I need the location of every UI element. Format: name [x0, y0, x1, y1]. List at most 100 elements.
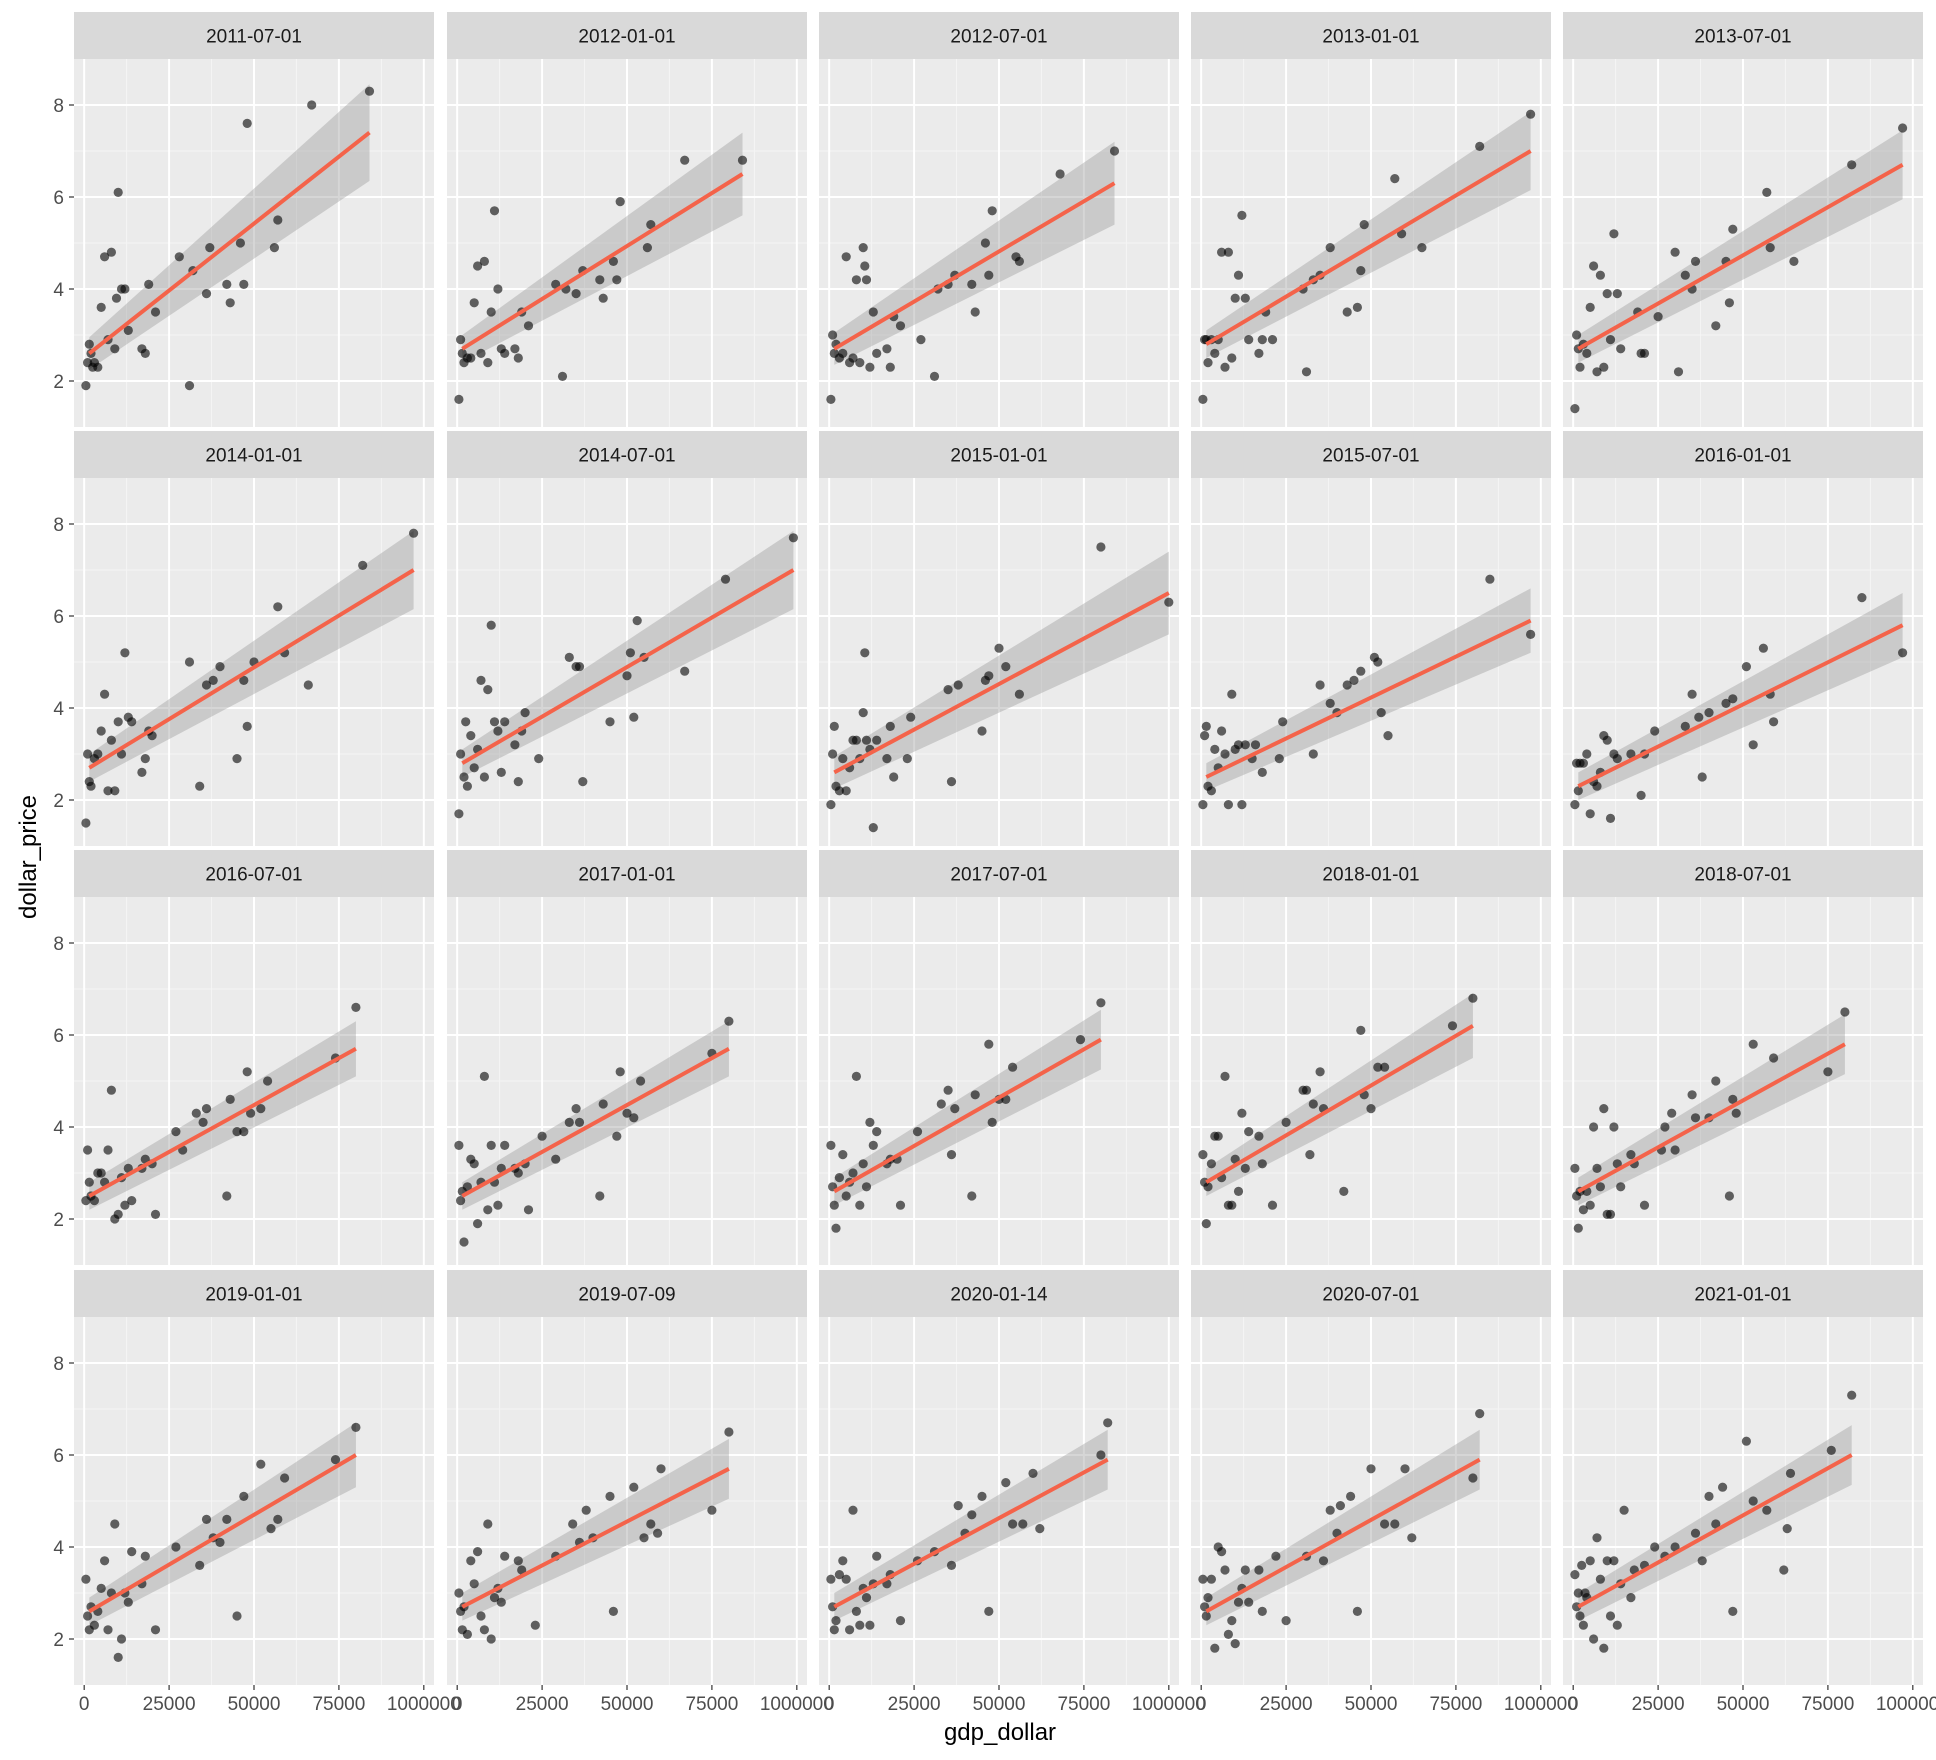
data-point: [1612, 1620, 1622, 1630]
data-point: [1573, 1223, 1583, 1233]
data-point: [1468, 1473, 1478, 1483]
data-point: [513, 777, 523, 787]
data-point: [273, 602, 283, 612]
data-point: [225, 1094, 235, 1104]
data-point: [1237, 800, 1247, 810]
data-point: [201, 289, 212, 299]
x-tick-label: 50000: [228, 1694, 281, 1715]
data-point: [1325, 243, 1335, 253]
data-point: [242, 118, 252, 128]
data-point: [1240, 740, 1250, 750]
data-point: [1898, 648, 1908, 658]
data-point: [1582, 348, 1592, 358]
data-point: [1237, 1108, 1247, 1118]
data-point: [720, 574, 731, 584]
data-point: [232, 1127, 242, 1137]
data-point: [127, 1196, 137, 1206]
facet-strip: [1191, 850, 1551, 897]
data-point: [1206, 1574, 1216, 1584]
data-point: [93, 362, 103, 372]
data-point: [1281, 1117, 1291, 1127]
facet-panel: 2016-01-01: [1563, 431, 1923, 846]
data-point: [1578, 1205, 1588, 1215]
data-point: [1599, 362, 1609, 372]
data-point: [496, 1163, 506, 1173]
data-point: [195, 1560, 205, 1570]
data-point: [84, 339, 94, 349]
data-point: [1592, 1163, 1602, 1173]
facet-title: 2015-07-01: [1322, 446, 1419, 467]
data-point: [1779, 1565, 1789, 1575]
data-point: [1721, 698, 1731, 709]
facet-strip: [74, 12, 434, 59]
data-point: [967, 1510, 977, 1520]
data-point: [476, 675, 486, 686]
data-point: [1589, 1122, 1599, 1132]
data-point: [608, 1606, 619, 1616]
data-point: [943, 685, 953, 695]
data-point: [1718, 1482, 1728, 1492]
data-point: [486, 1140, 496, 1150]
data-point: [653, 1528, 663, 1538]
y-tick-label: 6: [53, 1026, 64, 1047]
data-point: [851, 275, 862, 285]
data-point: [848, 353, 858, 363]
data-point: [1325, 698, 1335, 709]
data-point: [1254, 1131, 1264, 1141]
data-point: [1616, 1182, 1626, 1192]
facet-panel: 2021-01-01 0 25000 50000 75000 1000000: [1563, 1270, 1936, 1715]
facet-panel: 2015-01-01: [819, 431, 1179, 846]
data-point: [1001, 662, 1011, 672]
regression-line: [461, 568, 795, 765]
data-point: [1602, 289, 1612, 299]
data-point: [1203, 1593, 1213, 1603]
data-point: [858, 708, 868, 718]
data-point: [1728, 694, 1738, 704]
data-point: [882, 754, 892, 764]
data-point: [1254, 1565, 1264, 1575]
x-tick-label: 25000: [516, 1694, 569, 1715]
data-point: [1570, 800, 1580, 810]
data-point: [865, 1117, 875, 1127]
data-point: [1769, 1053, 1779, 1063]
data-point: [86, 781, 96, 791]
facet-panel: 2017-07-01: [819, 850, 1179, 1265]
facet-strip: [819, 12, 1179, 59]
y-tick-label: 6: [53, 188, 64, 209]
data-point: [184, 657, 195, 667]
data-point: [171, 1127, 181, 1137]
data-point: [1570, 1163, 1580, 1173]
data-point: [936, 1099, 946, 1109]
data-point: [1570, 404, 1580, 414]
data-point: [1605, 1209, 1616, 1219]
data-point: [489, 206, 500, 216]
x-tick-label: 75000: [685, 1694, 738, 1715]
data-point: [838, 754, 848, 764]
data-point: [81, 381, 91, 391]
data-point: [96, 1168, 106, 1178]
data-point: [646, 1519, 656, 1529]
data-point: [1315, 1067, 1325, 1077]
data-point: [500, 348, 510, 358]
facet-panels: 2011-07-01 2 4 6 8 2012-01-01 2012-07-01 2013-0…: [53, 12, 1936, 1715]
data-point: [456, 749, 466, 759]
data-point: [860, 648, 870, 658]
data-point: [483, 1519, 493, 1529]
data-point: [96, 1583, 106, 1593]
data-point: [489, 717, 500, 727]
data-point: [1308, 1099, 1318, 1109]
data-point: [1626, 1150, 1636, 1160]
data-point: [140, 1551, 150, 1561]
data-point: [479, 772, 489, 782]
data-point: [1352, 1606, 1362, 1616]
data-point: [1585, 1556, 1595, 1566]
data-point: [680, 155, 690, 165]
data-point: [1366, 1104, 1376, 1114]
data-point: [479, 1071, 489, 1081]
data-point: [1475, 141, 1485, 151]
data-point: [1589, 261, 1599, 271]
data-point: [184, 381, 195, 391]
data-point: [489, 1593, 500, 1603]
data-point: [1602, 735, 1612, 745]
data-point: [557, 371, 568, 381]
